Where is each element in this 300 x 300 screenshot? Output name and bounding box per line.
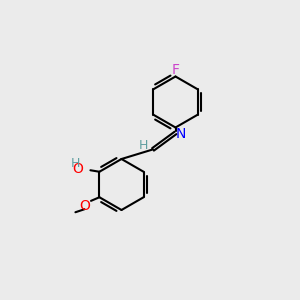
Text: O: O — [73, 162, 83, 176]
Text: F: F — [172, 63, 179, 77]
Text: O: O — [79, 199, 90, 213]
Text: H: H — [71, 157, 80, 170]
Text: N: N — [176, 128, 186, 141]
Text: H: H — [139, 139, 148, 152]
